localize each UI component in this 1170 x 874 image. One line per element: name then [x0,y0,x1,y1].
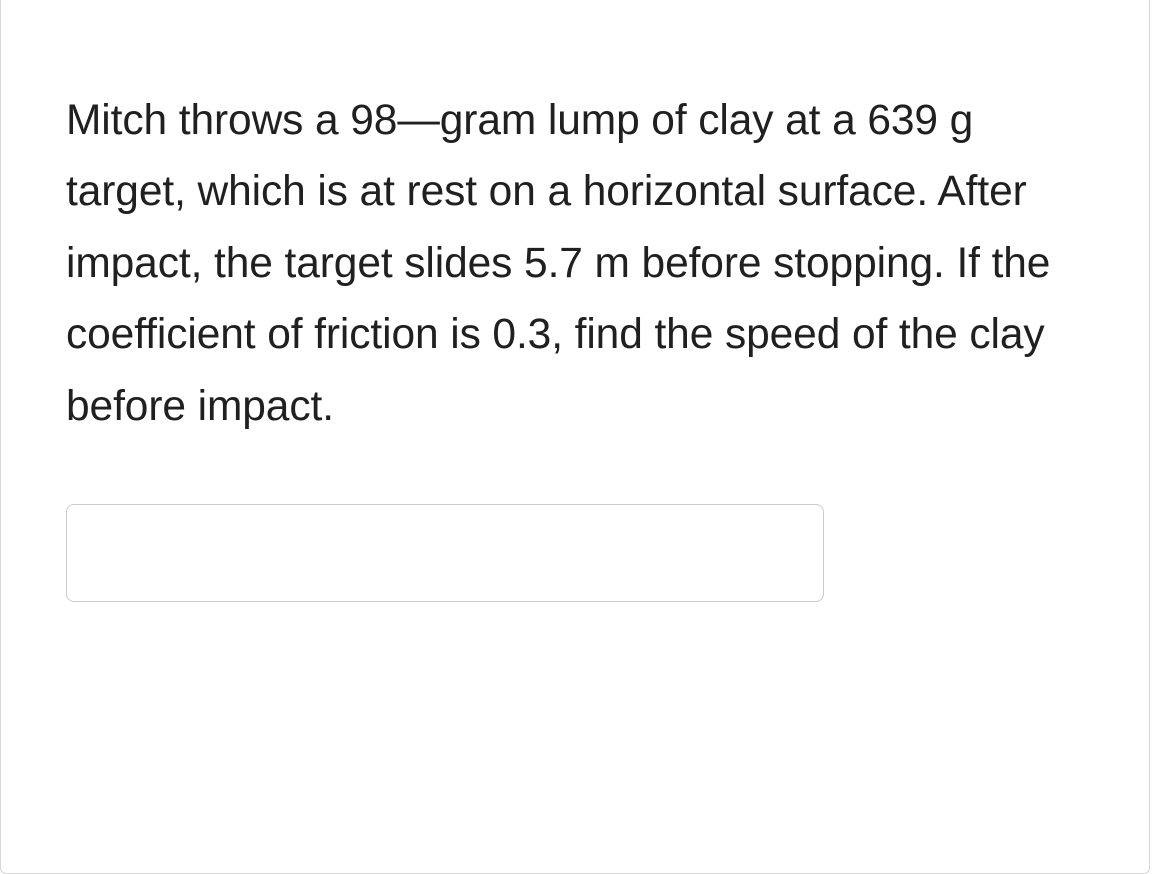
question-card: Mitch throws a 98—gram lump of clay at a… [0,0,1150,874]
question-text: Mitch throws a 98—gram lump of clay at a… [66,85,1084,442]
answer-input[interactable] [66,504,824,602]
